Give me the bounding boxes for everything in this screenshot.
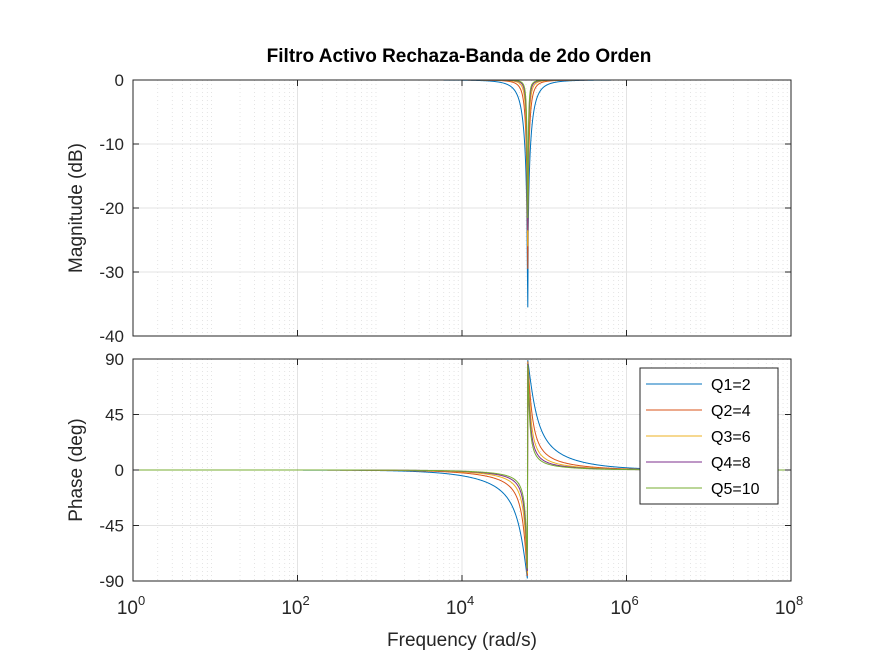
phase-y-tick-label: 45 <box>105 406 124 425</box>
legend: Q1=2 Q2=4 Q3=6 Q4=8 Q5=10 <box>639 367 779 505</box>
phase-ylabel: Phase (deg) <box>66 418 87 522</box>
chart-title: Filtro Activo Rechaza-Banda de 2do Orden <box>267 46 652 67</box>
x-tick-label: 100 <box>117 593 145 619</box>
phase-y-tick-label: 90 <box>105 350 124 369</box>
phase-y-tick-label: -45 <box>99 517 124 536</box>
x-axis-label: Frequency (rad/s) <box>387 630 537 651</box>
magnitude-ylabel: Magnitude (dB) <box>66 143 87 273</box>
magnitude-grid <box>132 79 792 337</box>
x-tick-label: 108 <box>775 593 803 619</box>
magnitude-y-tick-label: 0 <box>115 71 124 90</box>
x-tick-labels: 100 102 104 106 108 <box>117 80 803 619</box>
magnitude-y-ticks: 0 -10 -20 -30 -40 <box>99 71 791 346</box>
x-tick-label: 104 <box>446 593 474 619</box>
magnitude-y-tick-label: -20 <box>99 199 124 218</box>
x-tick-label: 106 <box>610 593 638 619</box>
magnitude-y-tick-label: -30 <box>99 263 124 282</box>
magnitude-y-tick-label: -40 <box>99 327 124 346</box>
legend-entry: Q3=6 <box>711 429 751 446</box>
legend-entry: Q5=10 <box>711 481 760 498</box>
phase-y-tick-label: 0 <box>115 461 124 480</box>
legend-entry: Q1=2 <box>711 377 751 394</box>
x-tick-label: 102 <box>281 593 309 619</box>
legend-entry: Q2=4 <box>711 403 751 420</box>
phase-y-ticks: 90 45 0 -45 -90 <box>99 350 791 591</box>
magnitude-y-tick-label: -10 <box>99 135 124 154</box>
phase-y-tick-label: -90 <box>99 572 124 591</box>
legend-entry: Q4=8 <box>711 455 751 472</box>
